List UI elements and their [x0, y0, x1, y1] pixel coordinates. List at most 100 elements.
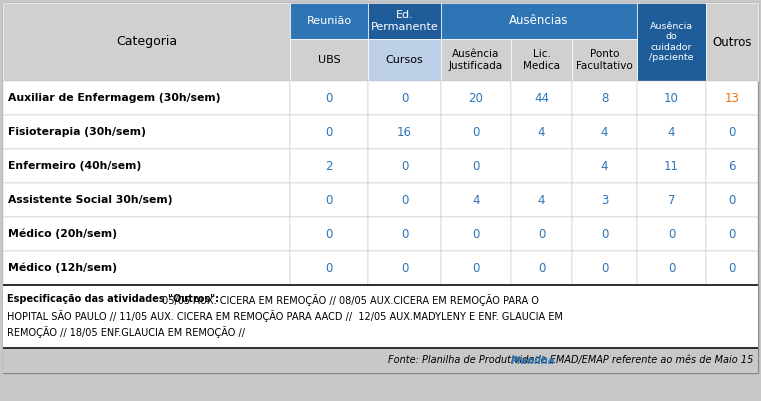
Text: 0: 0 [401, 227, 408, 241]
Text: 0: 0 [728, 227, 736, 241]
Text: 0: 0 [401, 194, 408, 207]
Bar [368, 251, 441, 285]
Bar [637, 3, 706, 81]
Text: 6: 6 [728, 160, 736, 172]
Text: 8: 8 [601, 91, 608, 105]
Text: 0: 0 [473, 160, 479, 172]
Bar [3, 81, 290, 115]
Text: 0: 0 [325, 261, 333, 275]
Bar [368, 217, 441, 251]
Text: 4: 4 [538, 126, 545, 138]
Bar [3, 348, 758, 373]
Bar [368, 115, 441, 149]
Bar [706, 251, 758, 285]
Bar [511, 115, 572, 149]
Bar [637, 217, 706, 251]
Text: 0: 0 [728, 126, 736, 138]
Text: 16: 16 [397, 126, 412, 138]
Bar [3, 286, 758, 349]
Bar [441, 39, 511, 81]
Bar [441, 115, 511, 149]
Bar [368, 39, 441, 81]
Text: 20: 20 [469, 91, 483, 105]
Bar [3, 251, 290, 285]
Text: 0: 0 [401, 160, 408, 172]
Text: Reunião: Reunião [307, 16, 352, 26]
Bar [572, 251, 637, 285]
Text: 0: 0 [473, 261, 479, 275]
Text: 4: 4 [538, 194, 545, 207]
Bar [3, 183, 290, 217]
Text: 0: 0 [601, 261, 608, 275]
Bar [290, 149, 368, 183]
Bar [706, 149, 758, 183]
Bar [706, 217, 758, 251]
Bar [441, 3, 637, 39]
Text: 4: 4 [600, 126, 608, 138]
Text: Lic.
Medica: Lic. Medica [523, 49, 560, 71]
Bar [572, 183, 637, 217]
Bar [290, 217, 368, 251]
Text: Planilha: Planilha [511, 356, 555, 365]
Bar [290, 115, 368, 149]
Bar [706, 115, 758, 149]
Text: 4: 4 [600, 160, 608, 172]
Text: 0: 0 [668, 227, 675, 241]
Text: 0: 0 [473, 126, 479, 138]
Text: 0: 0 [728, 261, 736, 275]
Text: Ed.
Permanente: Ed. Permanente [371, 10, 438, 32]
Text: 7: 7 [667, 194, 675, 207]
Text: Especificação das atividades "Outros":: Especificação das atividades "Outros": [7, 294, 219, 304]
Bar [572, 81, 637, 115]
Bar [3, 217, 290, 251]
Bar [511, 81, 572, 115]
Text: Médico (20h/sem): Médico (20h/sem) [8, 229, 117, 239]
Text: Cursos: Cursos [386, 55, 423, 65]
Bar [441, 251, 511, 285]
Bar [290, 39, 368, 81]
Text: HOPITAL SÃO PAULO // 11/05 AUX. CICERA EM REMOÇÃO PARA AACD //  12/05 AUX.MADYLE: HOPITAL SÃO PAULO // 11/05 AUX. CICERA E… [7, 310, 563, 322]
Text: 0: 0 [601, 227, 608, 241]
Text: UBS: UBS [317, 55, 340, 65]
Text: 0: 0 [538, 261, 545, 275]
Text: Assistente Social 30h/sem): Assistente Social 30h/sem) [8, 195, 173, 205]
Text: 0: 0 [401, 91, 408, 105]
Text: 44: 44 [534, 91, 549, 105]
Text: Ponto
Facultativo: Ponto Facultativo [576, 49, 633, 71]
Text: Categoria: Categoria [116, 36, 177, 49]
Bar [368, 81, 441, 115]
Bar [706, 81, 758, 115]
Text: 3: 3 [601, 194, 608, 207]
Text: Ausência
Justificada: Ausência Justificada [449, 49, 503, 71]
Text: 0: 0 [325, 194, 333, 207]
Bar [441, 217, 511, 251]
Bar [511, 251, 572, 285]
Bar [706, 3, 758, 81]
Text: 0: 0 [325, 126, 333, 138]
Text: 0: 0 [473, 227, 479, 241]
Text: Fisioterapia (30h/sem): Fisioterapia (30h/sem) [8, 127, 146, 137]
Bar [637, 251, 706, 285]
Bar [572, 115, 637, 149]
Text: 4: 4 [473, 194, 479, 207]
Bar [368, 183, 441, 217]
Text: 05/05 AUX. CICERA EM REMOÇÃO // 08/05 AUX.CICERA EM REMOÇÃO PARA O: 05/05 AUX. CICERA EM REMOÇÃO // 08/05 AU… [159, 294, 539, 306]
Text: 0: 0 [325, 91, 333, 105]
Bar [572, 217, 637, 251]
Bar [572, 149, 637, 183]
Text: 4: 4 [667, 126, 675, 138]
Text: 10: 10 [664, 91, 679, 105]
Bar [441, 81, 511, 115]
Bar [368, 3, 441, 39]
Bar [637, 81, 706, 115]
Text: Fonte: Planilha de Produtividade EMAD/EMAP referente ao mês de Maio 15: Fonte: Planilha de Produtividade EMAD/EM… [387, 356, 753, 365]
Text: 0: 0 [325, 227, 333, 241]
Bar [3, 149, 290, 183]
Bar [290, 81, 368, 115]
Text: 0: 0 [538, 227, 545, 241]
Bar [706, 183, 758, 217]
Bar [290, 3, 368, 39]
Bar [3, 3, 290, 81]
Bar [3, 284, 758, 286]
Bar [290, 183, 368, 217]
